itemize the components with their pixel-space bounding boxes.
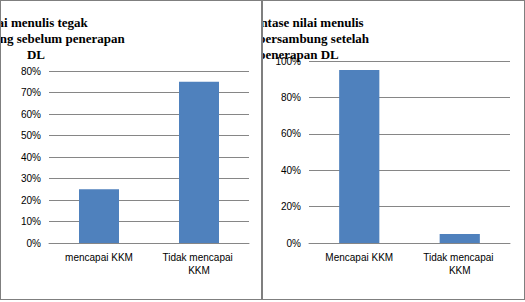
svg-text:Mencapai KKM: Mencapai KKM [325, 252, 393, 263]
svg-text:30%: 30% [21, 173, 41, 184]
svg-text:mencapai KKM: mencapai KKM [65, 252, 133, 263]
svg-text:80%: 80% [281, 92, 301, 103]
svg-text:80%: 80% [21, 66, 41, 77]
svg-text:Persentase nilai menulis: Persentase nilai menulis [263, 15, 367, 30]
svg-text:40%: 40% [21, 152, 41, 163]
svg-text:Tidak mencapai: Tidak mencapai [163, 252, 236, 263]
svg-text:40%: 40% [281, 165, 301, 176]
svg-text:0%: 0% [287, 238, 302, 249]
svg-text:60%: 60% [281, 128, 301, 139]
svg-text:DL: DL [27, 47, 45, 62]
svg-text:60%: 60% [21, 109, 41, 120]
svg-text:0%: 0% [27, 238, 42, 249]
svg-text:20%: 20% [21, 195, 41, 206]
svg-text:tegak bersambung setelah: tegak bersambung setelah [263, 31, 372, 46]
svg-text:20%: 20% [281, 201, 301, 212]
svg-text:KKM: KKM [449, 265, 471, 276]
svg-text:70%: 70% [21, 87, 41, 98]
svg-text:bersambung sebelum penerapan: bersambung sebelum penerapan [1, 31, 128, 46]
svg-text:KKM: KKM [188, 265, 210, 276]
svg-text:Tidak mencapai: Tidak mencapai [423, 252, 496, 263]
svg-text:Nilai menulis tegak: Nilai menulis tegak [1, 15, 91, 30]
svg-text:50%: 50% [21, 130, 41, 141]
svg-text:10%: 10% [21, 216, 41, 227]
svg-text:penerapan DL: penerapan DL [263, 47, 339, 62]
